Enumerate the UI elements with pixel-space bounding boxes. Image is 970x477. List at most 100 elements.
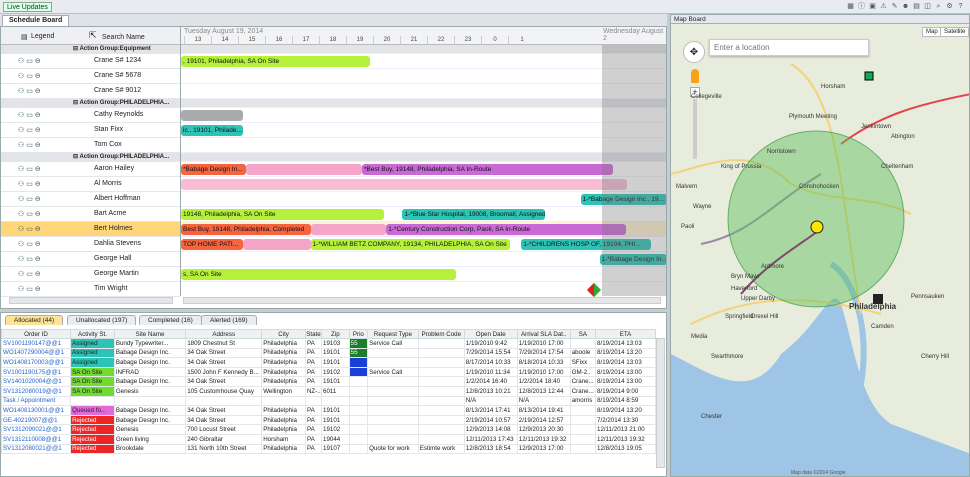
warning-icon[interactable]: ⚠ [880,3,887,10]
chart-icon[interactable]: ◫ [924,3,931,10]
zoom-in-icon[interactable]: + [690,87,700,97]
schedule-bar[interactable] [245,164,362,175]
tab-orders-3[interactable]: Alerted (169) [201,315,257,325]
gantt-row[interactable] [181,123,666,138]
legend-label[interactable]: Legend [31,33,55,40]
schedule-bar[interactable]: TOP HOME PATI... [181,239,244,250]
resource-name[interactable]: Albert Hoffman [94,195,141,202]
schedule-bar[interactable]: ic., 19101, Philade... [181,125,244,136]
schedule-bar[interactable]: *Babage Design In... [181,164,246,175]
edit-icon[interactable]: ✎ [891,3,898,10]
gantt-row[interactable] [181,162,666,177]
order-row[interactable]: SV1001190175@@1 SA On Site INFRAD 1500 John… [0,366,656,378]
orders-vscroll[interactable] [656,338,665,468]
resource-name[interactable]: Al Morris [94,180,122,187]
tab-orders-1[interactable]: Unallocated (197) [67,315,137,325]
order-row[interactable]: WO1408130001@@1 Queued fo... Babage Design… [0,405,656,416]
resource-name[interactable]: Tom Cox [94,141,122,148]
calendar-icon[interactable]: ▣ [869,3,876,10]
order-row[interactable]: SV1312080019@@1 SA On Site Genesis 105 Cust… [0,385,656,397]
resource-name[interactable]: Tim Wright [94,285,128,292]
column-header[interactable]: Prio [348,329,369,339]
column-header[interactable]: Problem Code [417,329,465,339]
resource-name[interactable]: George Martin [94,270,139,277]
pane-splitter[interactable] [0,309,667,312]
column-header[interactable]: Zip [321,329,350,339]
column-header[interactable]: Address [185,329,263,339]
pan-control-icon[interactable]: ✥ [683,41,705,63]
tab-schedule-board[interactable]: Schedule Board [2,15,70,26]
resource-row[interactable]: ⚇ ▭ ⊖ Bert Holmes [1,222,180,237]
resource-name[interactable]: Cathy Reynolds [94,111,144,118]
order-row[interactable]: SV1312080021@@1 Rejected Brookdale 131 Nort… [0,443,656,455]
gear-icon[interactable]: ⚙ [946,3,953,10]
gantt-row[interactable] [181,138,666,153]
order-row[interactable]: SV1001190147@@1 Assigned Bundy Typewriter.… [0,338,656,349]
gantt-row[interactable] [181,207,666,222]
column-header[interactable]: Order ID [0,329,72,339]
order-row[interactable]: SV1312090021@@1 Rejected Genesis 700 Locust… [0,424,656,435]
gantt-row[interactable] [181,54,666,69]
gantt-row[interactable] [181,252,666,267]
resource-row[interactable]: ⚇ ▭ ⊖ Crane S# 9012 [1,84,180,99]
group-row[interactable]: ⊟ Action Group:Equipment [1,45,180,54]
search-name-label[interactable]: Search Name [102,34,145,41]
help-icon[interactable]: ? [958,3,963,10]
column-header[interactable]: ETA [595,329,656,339]
schedule-bar[interactable]: 1-*Blue Star Hospital, 19008, Broomall, … [402,209,546,220]
order-row[interactable]: SV1401020004@@1 SA On Site Babage Design I… [0,376,656,387]
column-header[interactable]: Open Date [463,329,518,339]
vertical-splitter[interactable] [667,14,670,477]
info-icon[interactable]: ⓘ [858,3,865,10]
tab-orders-2[interactable]: Completed (16) [139,315,202,325]
column-header[interactable]: State [304,329,323,339]
map-view-button[interactable]: Map [922,27,942,37]
gantt-hscroll[interactable] [183,297,661,304]
gantt-row[interactable] [181,177,666,192]
schedule-bar[interactable]: 1-*Century Construction Corp, Paoli, SA … [386,224,627,235]
order-row[interactable]: Task / Appointment N/A N/A amorris 8/19/2014… [0,395,656,407]
column-header[interactable]: Arrival SLA Dat.. [516,329,571,339]
user-icon[interactable]: ☻ [901,3,910,10]
search-icon[interactable]: ⌕ [936,3,941,10]
schedule-bar[interactable]: , 19101, Philadelphia, SA On Site [181,56,370,67]
resource-name[interactable]: Crane S# 1234 [94,57,142,64]
resource-row[interactable]: ⚇ ▭ ⊖ Al Morris [1,177,180,192]
column-header[interactable]: Activity St. [70,329,115,339]
schedule-bar[interactable]: 19148, Philadelphia, SA On Site [181,209,384,220]
group-row[interactable]: ⊟ Action Group:PHILADELPHIA... [1,153,180,162]
resource-name[interactable]: George Hall [94,255,132,262]
schedule-bar[interactable]: 1-*CHILDRENS HOSP OF, 19104, PHI... [521,239,651,250]
map-board[interactable]: Map Board Enter a location Map Satellite… [670,14,970,477]
schedule-bar[interactable]: s, SA On Site [181,269,457,280]
resource-row[interactable]: ⚇ ▭ ⊖ George Hall [1,252,180,267]
resource-row[interactable]: ⚇ ▭ ⊖ George Martin [1,267,180,282]
resource-row[interactable]: ⚇ ▭ ⊖ Cathy Reynolds [1,108,180,123]
legend-icon[interactable]: ▤ [21,34,28,41]
gantt-row[interactable] [181,192,666,207]
gantt-row[interactable] [181,99,666,108]
gantt-row[interactable] [181,45,666,54]
schedule-bar[interactable]: Best Buy, 19148, Philadelphia, Completed [181,224,311,235]
order-row[interactable]: SV1312110008@@1 Rejected Green living 240 G… [0,433,656,445]
schedule-bar[interactable]: 1-*Babage Design Inc., 19... [580,194,666,205]
resource-row[interactable]: ⚇ ▭ ⊖ Crane S# 5678 [1,69,180,84]
order-row[interactable]: WO1408170003@@1 Assigned Babage Design Inc… [0,357,656,368]
map-canvas[interactable] [671,24,970,477]
pegman-icon[interactable] [691,69,699,83]
schedule-bar[interactable] [181,110,244,121]
live-updates-button[interactable]: Live Updates [3,2,52,12]
gantt-row[interactable] [181,153,666,162]
resource-row[interactable]: ⚇ ▭ ⊖ Tim Wright [1,282,180,297]
gantt-row[interactable] [181,108,666,123]
resource-name[interactable]: Bart Acme [94,210,127,217]
resource-name[interactable]: Crane S# 5678 [94,72,142,79]
gantt-row[interactable] [181,84,666,99]
resource-name[interactable]: Bert Holmes [94,225,133,232]
resource-row[interactable]: ⚇ ▭ ⊖ Tom Cox [1,138,180,153]
resource-row[interactable]: ⚇ ▭ ⊖ Dahlia Stevens [1,237,180,252]
resource-name[interactable]: Aaron Hailey [94,165,135,172]
column-header[interactable]: SA [569,329,597,339]
grid-icon[interactable]: ▦ [847,3,854,10]
schedule-bar[interactable]: 1-*Babage Design In... [599,254,666,265]
